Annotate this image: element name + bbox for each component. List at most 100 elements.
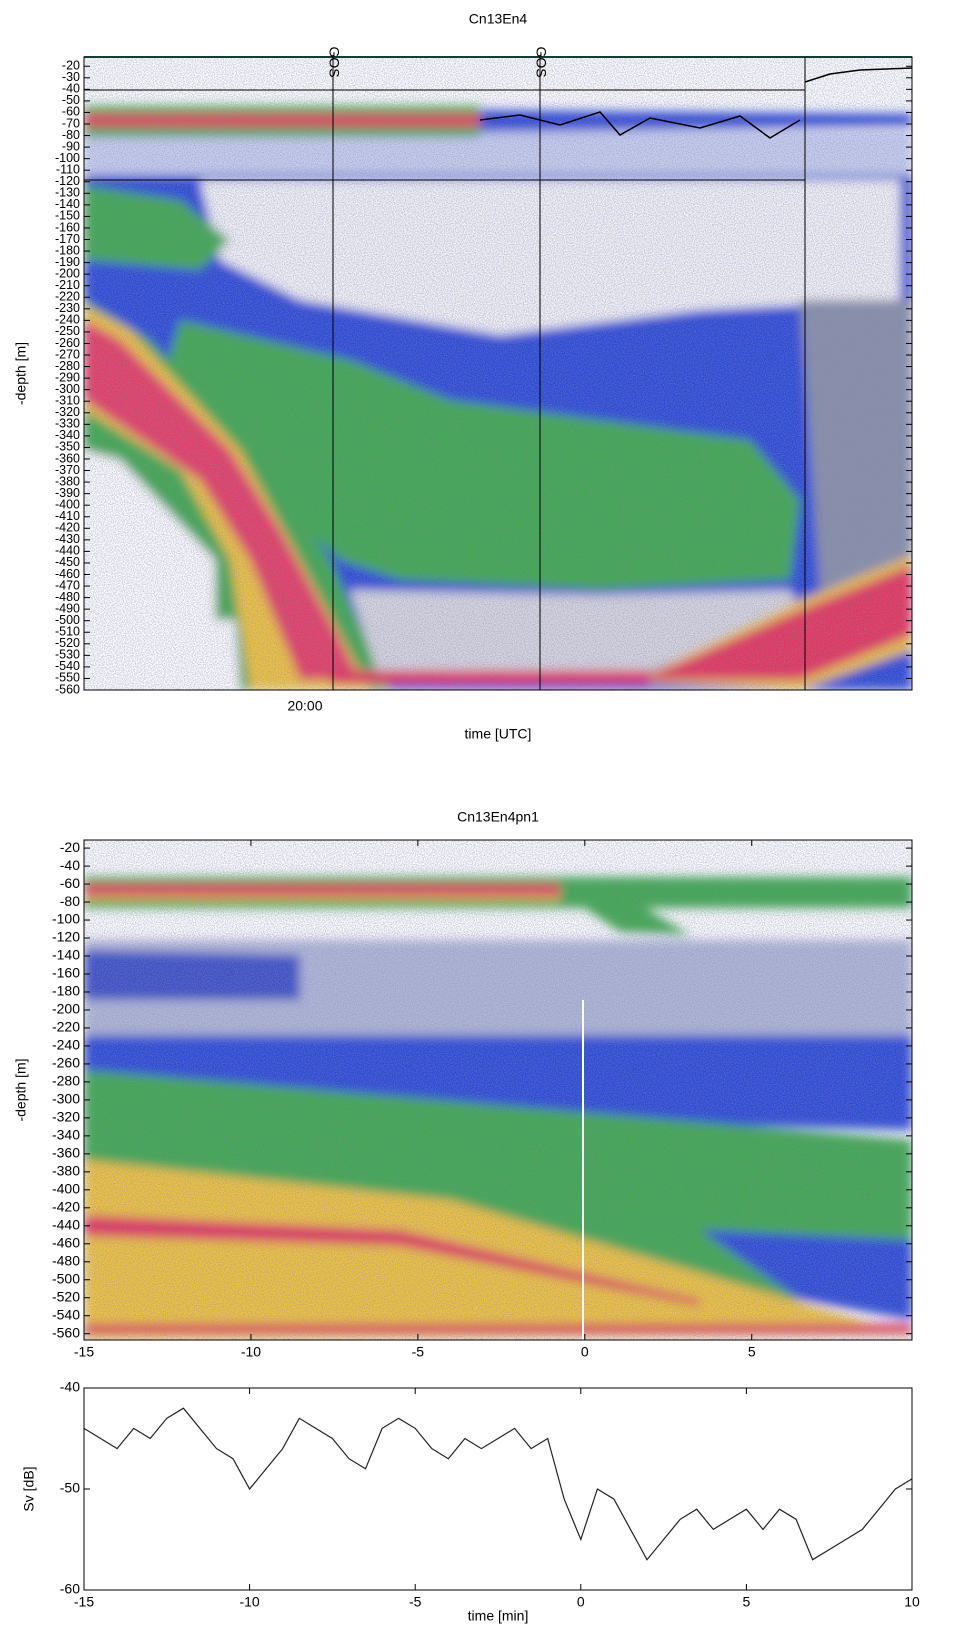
y-tick-label: -160 <box>52 965 80 981</box>
echogram-image <box>84 57 912 690</box>
plot-frame <box>83 1387 913 1591</box>
y-tick-label: -80 <box>62 128 80 142</box>
x-tick-label: -15 <box>74 1594 94 1610</box>
y-tick-label: -390 <box>55 486 80 500</box>
x-tick-label: 20:00 <box>287 698 322 714</box>
y-tick-label: -290 <box>55 370 80 384</box>
plot-frame <box>83 56 913 691</box>
x-tick-label: -15 <box>74 1344 94 1360</box>
y-tick-label: -380 <box>55 474 80 488</box>
y-tick-label: -320 <box>55 405 80 419</box>
y-tick-label: -540 <box>52 1306 80 1322</box>
y-tick-label: -20 <box>62 59 80 73</box>
y-tick-label: -560 <box>55 682 80 696</box>
y-tick-label: -310 <box>55 394 80 408</box>
y-tick-label: -560 <box>52 1324 80 1340</box>
y-tick-label: -500 <box>55 613 80 627</box>
y-tick-label: -120 <box>55 174 80 188</box>
x-tick-label: -5 <box>409 1594 422 1610</box>
y-tick-label: -240 <box>55 313 80 327</box>
y-tick-label: -410 <box>55 509 80 523</box>
y-tick-label: -460 <box>55 567 80 581</box>
y-tick-label: -380 <box>52 1163 80 1179</box>
bottom-trace <box>804 67 912 83</box>
y-tick-label: -400 <box>55 497 80 511</box>
echo-speckle <box>84 57 912 690</box>
x-tick-label: 10 <box>904 1594 920 1610</box>
y-tick-label: -340 <box>55 428 80 442</box>
y-tick-label: -350 <box>55 440 80 454</box>
y-tick-label: -360 <box>52 1145 80 1161</box>
y-tick-label: -300 <box>52 1091 80 1107</box>
y-tick-label: -500 <box>52 1270 80 1286</box>
y-tick-label: -480 <box>55 590 80 604</box>
y-tick-label: -460 <box>52 1234 80 1250</box>
y-tick-label: -280 <box>55 359 80 373</box>
y-tick-label: -540 <box>55 659 80 673</box>
y-tick-label: -90 <box>62 139 80 153</box>
y-tick-label: -150 <box>55 209 80 223</box>
y-tick-label: -430 <box>55 532 80 546</box>
y-tick-label: -130 <box>55 186 80 200</box>
y-tick-label: -220 <box>55 290 80 304</box>
x-axis-label: time [min] <box>468 1608 529 1624</box>
y-tick-label: -510 <box>55 625 80 639</box>
y-tick-label: -230 <box>55 301 80 315</box>
y-tick-label: -160 <box>55 220 80 234</box>
x-tick-label: 0 <box>577 1594 585 1610</box>
y-tick-label: -50 <box>60 1480 80 1496</box>
y-tick-label: -280 <box>52 1073 80 1089</box>
y-tick-label: -110 <box>56 162 80 176</box>
y-tick-label: -40 <box>60 857 80 873</box>
y-tick-label: -360 <box>55 451 80 465</box>
y-tick-label: -170 <box>55 232 80 246</box>
y-tick-label: -480 <box>52 1252 80 1268</box>
y-tick-label: -490 <box>55 601 80 615</box>
plot-frame <box>83 839 913 1341</box>
y-tick-label: -270 <box>55 347 80 361</box>
y-tick-label: -440 <box>52 1216 80 1232</box>
y-tick-label: -140 <box>55 197 80 211</box>
x-tick-label: -10 <box>239 1594 259 1610</box>
y-tick-label: -140 <box>52 947 80 963</box>
y-tick-label: -330 <box>55 417 80 431</box>
y-tick-label: -450 <box>55 555 80 569</box>
y-tick-label: -260 <box>52 1055 80 1071</box>
y-tick-label: -50 <box>62 93 80 107</box>
y-tick-label: -530 <box>55 648 80 662</box>
x-tick-label: 5 <box>743 1594 751 1610</box>
y-tick-label: -400 <box>52 1181 80 1197</box>
y-axis-label: Sv [dB] <box>21 1466 37 1511</box>
y-tick-label: -30 <box>62 70 80 84</box>
y-tick-label: -40 <box>62 82 80 96</box>
y-tick-label: -340 <box>52 1127 80 1143</box>
y-tick-label: -520 <box>52 1288 80 1304</box>
y-tick-label: -70 <box>62 116 80 130</box>
y-tick-label: -370 <box>55 463 80 477</box>
x-tick-label: 5 <box>748 1344 756 1360</box>
y-tick-label: -240 <box>52 1037 80 1053</box>
y-tick-label: -20 <box>60 839 80 855</box>
y-tick-label: -520 <box>55 636 80 650</box>
y-tick-label: -250 <box>55 324 80 338</box>
y-tick-label: -60 <box>60 875 80 891</box>
x-axis-label: time [UTC] <box>465 726 532 742</box>
y-tick-label: -420 <box>55 521 80 535</box>
y-tick-label: -80 <box>60 893 80 909</box>
y-tick-label: -100 <box>52 911 80 927</box>
y-tick-label: -180 <box>52 983 80 999</box>
y-tick-label: -100 <box>55 151 80 165</box>
station-label: GOS <box>326 46 342 77</box>
y-tick-label: -190 <box>55 255 80 269</box>
y-axis-label: -depth [m] <box>13 1058 29 1121</box>
y-tick-label: -180 <box>55 243 80 257</box>
y-tick-label: -320 <box>52 1109 80 1125</box>
y-tick-label: -60 <box>62 105 80 119</box>
station-label: GOS <box>533 46 549 77</box>
x-tick-label: -10 <box>241 1344 261 1360</box>
chart-title: Cn13En4pn1 <box>457 809 539 825</box>
y-tick-label: -200 <box>55 266 80 280</box>
sv-line <box>83 1407 913 1561</box>
